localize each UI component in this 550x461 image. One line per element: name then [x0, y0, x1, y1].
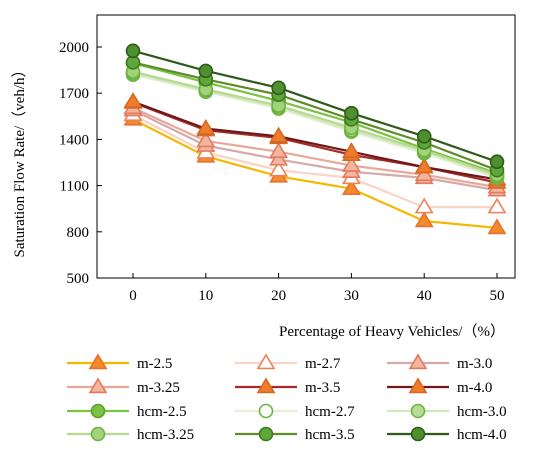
x-tick-label: 10 [198, 288, 213, 304]
series-line [132, 113, 497, 209]
legend-label: m-2.5 [137, 356, 172, 372]
legend-marker [408, 353, 428, 370]
y-axis-label: Saturation Flow Rate/（veh/h） [11, 63, 28, 258]
series-line [132, 109, 498, 192]
data-point [198, 63, 214, 79]
data-point [196, 131, 216, 148]
data-point [487, 218, 507, 235]
x-axis-label: Percentage of Heavy Vehicles/（%） [279, 323, 505, 340]
series-hcm-4.0 [125, 43, 505, 170]
data-point [123, 92, 143, 108]
series-line [132, 106, 498, 189]
data-point [269, 149, 289, 166]
legend-marker [410, 403, 426, 419]
legend-item: hcm-2.5 [67, 403, 187, 420]
legend-item: hcm-2.7 [235, 403, 355, 420]
legend-label: m-4.0 [457, 380, 492, 396]
series-line [132, 61, 498, 172]
legend-item: hcm-3.5 [235, 426, 355, 443]
legend-marker [408, 377, 428, 394]
data-point [344, 105, 359, 121]
axes: 500 800 1100 1400 1700 2000 0 10 20 30 40 50 [59, 14, 516, 304]
data-point [414, 211, 434, 228]
series-line [132, 72, 498, 178]
legend-item: m-3.0 [387, 353, 492, 372]
data-point [341, 142, 361, 158]
legend-marker [90, 403, 106, 419]
data-point [489, 154, 505, 170]
data-point [414, 165, 434, 182]
y-tick-label: 1400 [59, 132, 89, 148]
series-line [132, 62, 498, 175]
legend-marker [88, 377, 108, 394]
y-tick-label: 500 [67, 271, 90, 287]
data-point [416, 129, 432, 144]
x-tick-label: 20 [271, 288, 286, 304]
legend-label: hcm-2.7 [305, 404, 355, 420]
series-hcm-3.25 [125, 64, 505, 183]
data-point [269, 142, 289, 158]
legend-label: hcm-3.25 [137, 427, 194, 443]
legend-marker [256, 377, 276, 394]
data-point [269, 160, 289, 177]
legend-label: m-3.5 [305, 380, 340, 396]
y-tick-label: 1100 [60, 179, 89, 195]
y-tick-label: 800 [67, 225, 90, 241]
series-line [132, 100, 498, 181]
legend-item: m-3.5 [235, 377, 340, 396]
legend-marker [256, 353, 276, 370]
x-tick-label: 30 [344, 288, 359, 304]
legend-label: hcm-3.0 [457, 404, 507, 420]
y-tick-label: 2000 [59, 40, 89, 56]
data-point [196, 118, 216, 135]
series-layer [123, 43, 507, 235]
legend-marker [88, 353, 108, 370]
x-tick-label: 50 [490, 288, 505, 304]
data-point [487, 197, 507, 214]
data-point [414, 197, 434, 214]
legend-item: m-3.25 [67, 377, 180, 396]
legend-item: m-2.5 [67, 353, 172, 372]
series-line [132, 118, 498, 230]
x-tick-label: 40 [417, 288, 432, 304]
data-point [341, 179, 361, 195]
legend-item: hcm-3.25 [67, 426, 194, 443]
legend-label: hcm-2.5 [137, 404, 187, 420]
legend-marker [258, 426, 274, 442]
legend-item: hcm-3.0 [387, 403, 507, 420]
data-point [125, 43, 141, 59]
x-tick-label: 0 [129, 288, 137, 304]
legend-marker [410, 426, 426, 442]
legend-marker [90, 426, 106, 442]
series-line [132, 73, 498, 179]
legend-label: hcm-3.5 [305, 427, 355, 443]
series-line [132, 49, 498, 163]
plot-frame [96, 14, 516, 279]
legend-label: hcm-4.0 [457, 427, 507, 443]
legend-marker [258, 403, 274, 419]
legend-item: m-4.0 [387, 377, 492, 396]
data-point [341, 155, 361, 172]
series-line [132, 70, 498, 176]
data-point [414, 157, 434, 174]
data-point [271, 80, 286, 96]
legend-label: m-3.0 [457, 356, 492, 372]
data-point [269, 126, 289, 143]
legend-label: m-2.7 [305, 356, 341, 372]
legend: m-2.5 m-2.7 m-3.0 m-3.25 m-3.5 m-4.0 hcm-2.5 hc… [67, 353, 507, 443]
legend-item: hcm-4.0 [387, 426, 507, 443]
legend-item: m-2.7 [235, 353, 341, 372]
y-tick-label: 1700 [59, 86, 89, 102]
legend-label: m-3.25 [137, 380, 180, 396]
